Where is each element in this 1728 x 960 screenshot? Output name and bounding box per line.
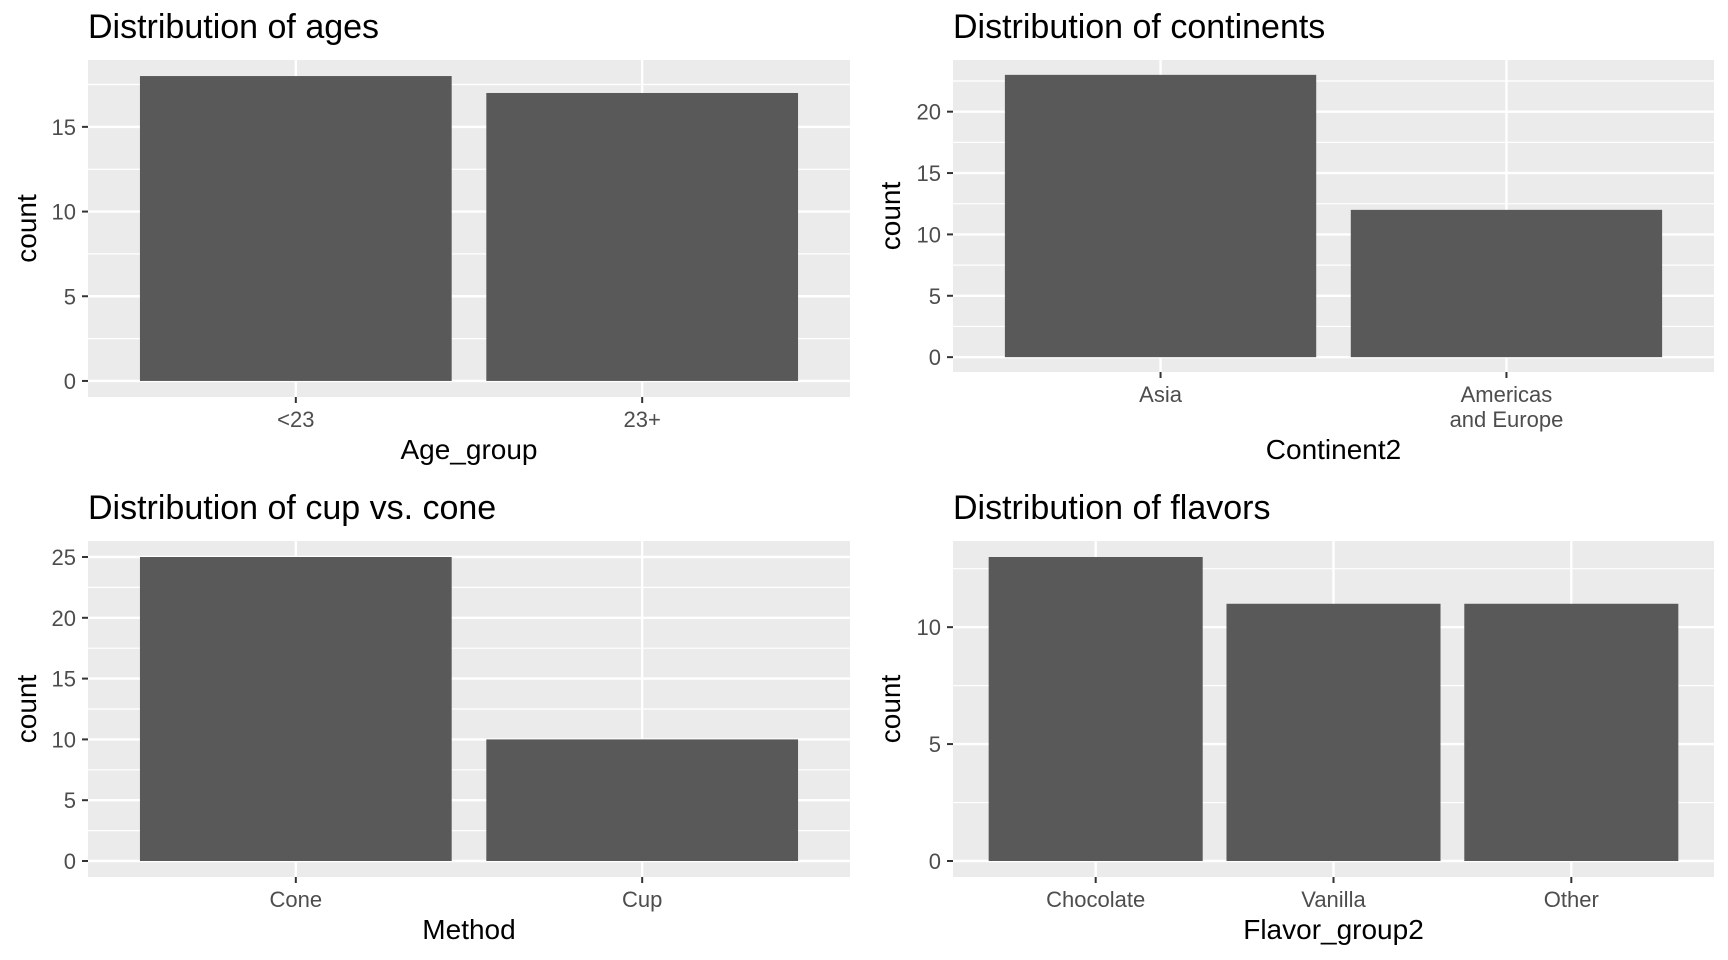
y-tick-label: 0 — [929, 345, 941, 370]
bar-1 — [139, 76, 452, 381]
bar-2 — [486, 92, 799, 381]
chart-title: Distribution of cup vs. cone — [88, 489, 496, 527]
bar-2 — [1226, 603, 1441, 861]
x-tick-label: 23+ — [624, 407, 661, 432]
x-axis-label: Method — [422, 914, 515, 945]
y-tick-label: 5 — [929, 284, 941, 309]
x-tick-label: Asia — [1139, 382, 1183, 407]
y-tick-label: 10 — [917, 222, 941, 247]
x-tick-label: <23 — [277, 407, 314, 432]
bar-1 — [139, 557, 452, 861]
x-tick-label: Cone — [270, 887, 323, 912]
x-tick-label: Chocolate — [1046, 887, 1145, 912]
bar-1 — [1004, 74, 1317, 358]
y-tick-label: 10 — [52, 727, 76, 752]
y-tick-label: 10 — [917, 615, 941, 640]
x-tick-label: Cup — [622, 887, 662, 912]
y-tick-label: 25 — [52, 545, 76, 570]
chart-panel-3: 0 5 10 15 20 25 Cone Cup Distribution of cup vs.… — [11, 489, 850, 945]
bar-1 — [988, 557, 1203, 861]
y-tick-label: 0 — [64, 849, 76, 874]
chart-title: Distribution of continents — [953, 8, 1325, 46]
y-tick-label: 15 — [52, 667, 76, 692]
y-tick-label: 0 — [929, 849, 941, 874]
y-axis-label: count — [875, 675, 906, 744]
bar-3 — [1464, 603, 1679, 861]
y-tick-label: 15 — [52, 115, 76, 140]
y-tick-label: 20 — [52, 606, 76, 631]
chart-title: Distribution of flavors — [953, 489, 1270, 527]
y-tick-label: 5 — [64, 284, 76, 309]
x-tick-label: Americas and Europe — [1450, 382, 1564, 432]
y-axis-label: count — [875, 182, 906, 251]
chart-panel-1: 0 5 10 15 <23 23+ Distribution of ages Age_grou… — [11, 8, 850, 465]
x-tick-label: Other — [1544, 887, 1599, 912]
y-tick-label: 20 — [917, 100, 941, 125]
y-tick-label: 5 — [64, 788, 76, 813]
x-axis-label: Continent2 — [1266, 434, 1401, 465]
bar-2 — [486, 739, 799, 861]
chart-panel-4: 0 5 10 Chocolate Vanilla Other Distribution of… — [875, 489, 1714, 945]
y-tick-label: 15 — [917, 161, 941, 186]
y-tick-label: 0 — [64, 369, 76, 394]
x-axis-label: Age_group — [400, 434, 537, 465]
y-tick-label: 10 — [52, 200, 76, 225]
chart-title: Distribution of ages — [88, 8, 379, 46]
chart-panel-2: 0 5 10 15 20 Asia Americas and Europe Distributi… — [875, 8, 1714, 465]
y-axis-label: count — [11, 675, 42, 744]
y-axis-label: count — [11, 194, 42, 263]
x-tick-label: Vanilla — [1301, 887, 1366, 912]
y-tick-label: 5 — [929, 732, 941, 757]
x-axis-label: Flavor_group2 — [1243, 914, 1424, 945]
bar-2 — [1350, 209, 1663, 358]
